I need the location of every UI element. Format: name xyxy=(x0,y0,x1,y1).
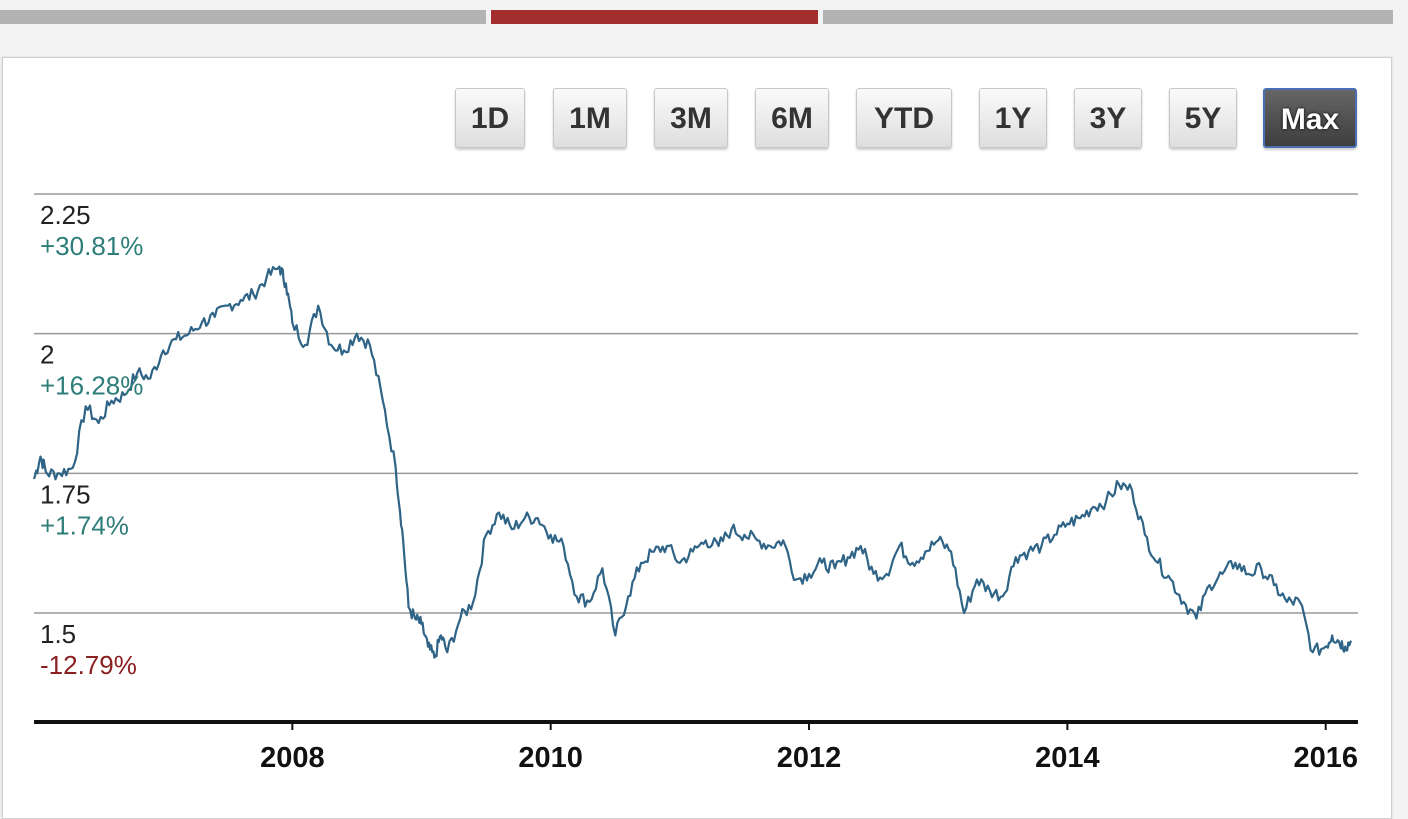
range-button-3y[interactable]: 3Y xyxy=(1074,88,1142,148)
x-tick-label: 2014 xyxy=(1035,742,1100,774)
range-button-1d[interactable]: 1D xyxy=(455,88,525,148)
tab-segment-right[interactable] xyxy=(823,10,1393,24)
range-button-6m[interactable]: 6M xyxy=(755,88,829,148)
y-tick-change-label: -12.79% xyxy=(40,650,137,680)
y-tick-label: 1.5 xyxy=(40,619,76,649)
y-tick-change-label: +30.81% xyxy=(40,231,143,261)
y-tick-label: 1.75 xyxy=(40,479,91,509)
range-button-1y[interactable]: 1Y xyxy=(979,88,1047,148)
price-chart: 2.25+30.81% 2+16.28% 1.75+1.74% 1.5-12.79% 2… xyxy=(32,193,1358,774)
range-button-max[interactable]: Max xyxy=(1263,88,1357,148)
x-tick-label: 2008 xyxy=(260,742,325,774)
x-tick-label: 2010 xyxy=(518,742,583,774)
range-button-5y[interactable]: 5Y xyxy=(1169,88,1237,148)
x-tick-label: 2016 xyxy=(1293,742,1358,774)
y-tick-change-label: +16.28% xyxy=(40,371,143,401)
y-tick-label: 2.25 xyxy=(40,200,91,230)
series-line xyxy=(32,265,1353,659)
range-button-1m[interactable]: 1M xyxy=(553,88,627,148)
y-tick-label: 2 xyxy=(40,340,54,370)
tab-segment-active[interactable] xyxy=(491,10,818,24)
tab-segment-left[interactable] xyxy=(0,10,486,24)
x-tick-label: 2012 xyxy=(777,742,842,774)
range-button-ytd[interactable]: YTD xyxy=(856,88,952,148)
chart-panel xyxy=(2,57,1392,819)
y-tick-change-label: +1.74% xyxy=(40,510,129,540)
top-tab-bar xyxy=(0,0,1408,40)
range-button-3m[interactable]: 3M xyxy=(654,88,728,148)
